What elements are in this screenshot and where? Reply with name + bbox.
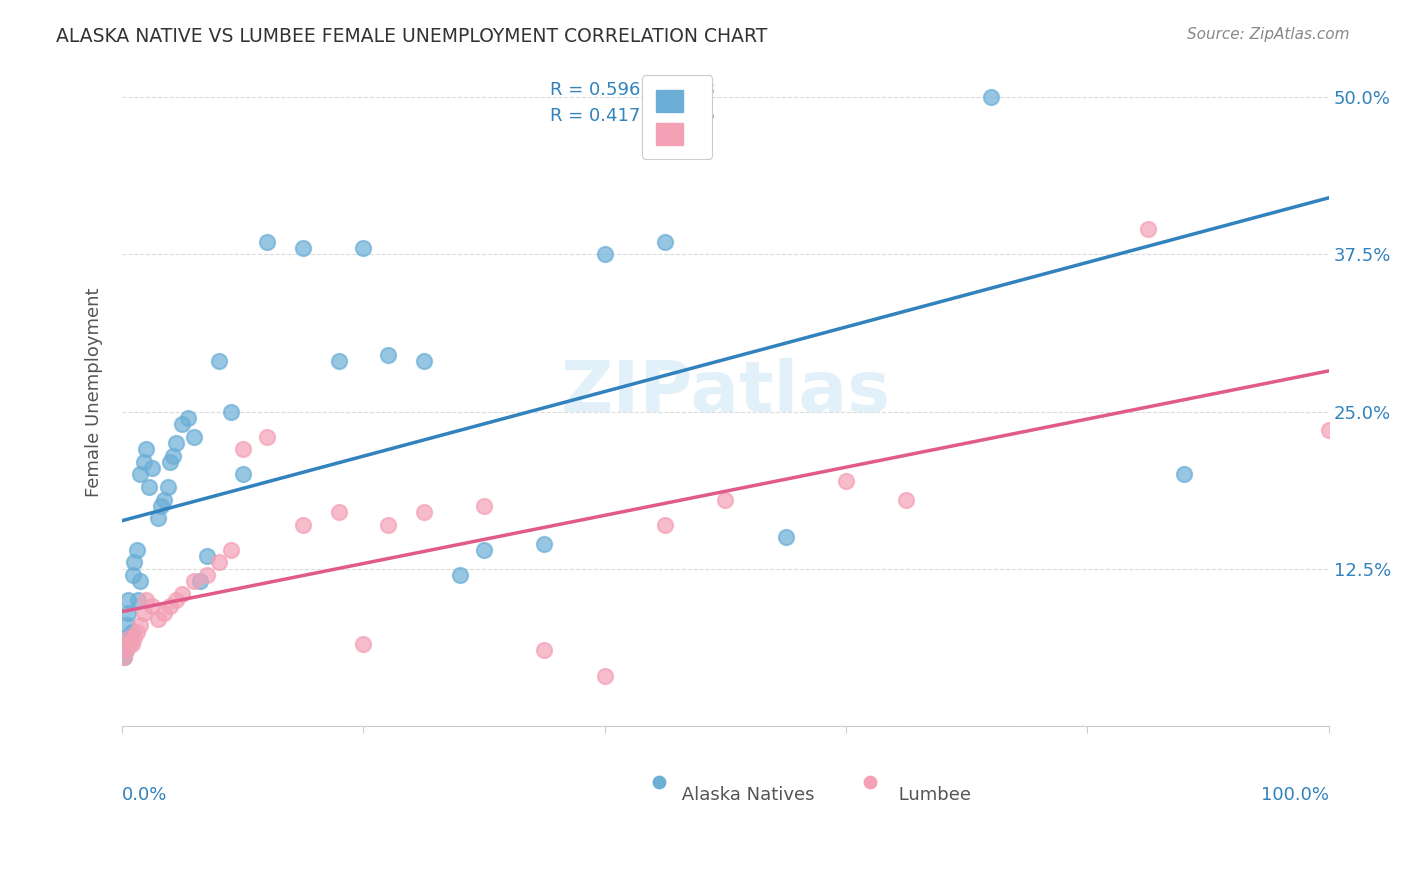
- Point: [654, 517, 676, 532]
- Point: [114, 643, 136, 657]
- Point: [1173, 467, 1195, 482]
- Point: [122, 631, 145, 645]
- Point: [141, 461, 163, 475]
- Text: R = 0.596  N = 48: R = 0.596 N = 48: [550, 80, 716, 99]
- Text: Lumbee: Lumbee: [870, 786, 972, 804]
- Point: [138, 480, 160, 494]
- Point: [129, 574, 152, 589]
- Point: [120, 631, 142, 645]
- Point: [593, 247, 616, 261]
- Point: [219, 542, 242, 557]
- Point: [412, 354, 434, 368]
- Point: [648, 825, 671, 839]
- Point: [177, 410, 200, 425]
- Point: [127, 593, 149, 607]
- Point: [162, 449, 184, 463]
- Point: [117, 606, 139, 620]
- Point: [125, 624, 148, 639]
- Point: [352, 241, 374, 255]
- Text: ALASKA NATIVE VS LUMBEE FEMALE UNEMPLOYMENT CORRELATION CHART: ALASKA NATIVE VS LUMBEE FEMALE UNEMPLOYM…: [56, 27, 768, 45]
- Point: [533, 536, 555, 550]
- Point: [232, 467, 254, 482]
- Text: ZIPatlas: ZIPatlas: [561, 359, 890, 427]
- Point: [159, 599, 181, 614]
- Point: [207, 354, 229, 368]
- Point: [183, 430, 205, 444]
- Point: [207, 556, 229, 570]
- Point: [118, 637, 141, 651]
- Point: [129, 618, 152, 632]
- Point: [153, 606, 176, 620]
- Text: Alaska Natives: Alaska Natives: [652, 786, 814, 804]
- Point: [115, 618, 138, 632]
- Point: [219, 404, 242, 418]
- Point: [165, 436, 187, 450]
- Y-axis label: Female Unemployment: Female Unemployment: [86, 288, 103, 498]
- Point: [135, 593, 157, 607]
- Point: [132, 606, 155, 620]
- Point: [654, 235, 676, 249]
- Point: [1136, 222, 1159, 236]
- Point: [114, 643, 136, 657]
- Point: [118, 631, 141, 645]
- Point: [232, 442, 254, 457]
- Point: [896, 492, 918, 507]
- Point: [775, 530, 797, 544]
- Point: [714, 492, 737, 507]
- Point: [117, 637, 139, 651]
- Point: [472, 499, 495, 513]
- Point: [1317, 424, 1340, 438]
- Point: [114, 631, 136, 645]
- Point: [533, 643, 555, 657]
- Point: [835, 474, 858, 488]
- Point: [859, 825, 882, 839]
- Point: [195, 568, 218, 582]
- Point: [183, 574, 205, 589]
- Point: [328, 505, 350, 519]
- Point: [593, 668, 616, 682]
- Point: [159, 455, 181, 469]
- Text: R = 0.417  N = 36: R = 0.417 N = 36: [550, 107, 716, 125]
- Point: [449, 568, 471, 582]
- Point: [129, 467, 152, 482]
- Point: [412, 505, 434, 519]
- Point: [153, 492, 176, 507]
- Point: [121, 624, 143, 639]
- Point: [292, 241, 315, 255]
- Point: [472, 542, 495, 557]
- Point: [980, 90, 1002, 104]
- Point: [377, 348, 399, 362]
- Point: [125, 542, 148, 557]
- Text: 0.0%: 0.0%: [122, 786, 167, 804]
- Point: [122, 556, 145, 570]
- Point: [117, 593, 139, 607]
- Point: [328, 354, 350, 368]
- Point: [256, 430, 278, 444]
- Point: [135, 442, 157, 457]
- Point: [352, 637, 374, 651]
- Point: [195, 549, 218, 563]
- Point: [377, 517, 399, 532]
- Point: [148, 511, 170, 525]
- Point: [132, 455, 155, 469]
- Point: [190, 574, 212, 589]
- Point: [292, 517, 315, 532]
- Point: [156, 480, 179, 494]
- Point: [172, 417, 194, 431]
- Text: 100.0%: 100.0%: [1261, 786, 1329, 804]
- Text: Source: ZipAtlas.com: Source: ZipAtlas.com: [1187, 27, 1350, 42]
- Point: [149, 499, 172, 513]
- Point: [121, 637, 143, 651]
- Point: [141, 599, 163, 614]
- Point: [148, 612, 170, 626]
- Point: [122, 568, 145, 582]
- Point: [165, 593, 187, 607]
- Point: [172, 587, 194, 601]
- Legend: , : ,: [643, 75, 713, 159]
- Point: [256, 235, 278, 249]
- Point: [114, 649, 136, 664]
- Point: [114, 649, 136, 664]
